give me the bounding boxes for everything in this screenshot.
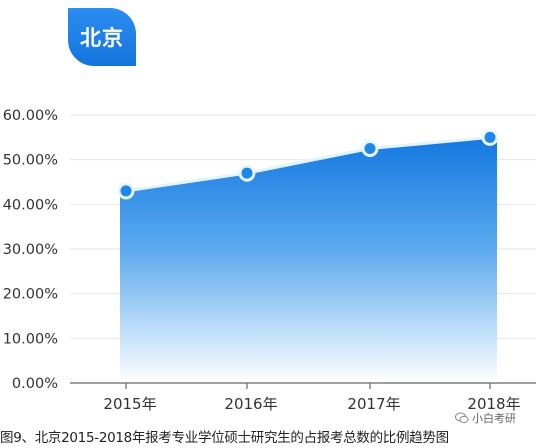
x-tick-label: 2017年 [347,395,400,413]
y-tick-label: 60.00% [3,108,58,124]
wechat-icon [455,412,469,424]
data-point [117,182,135,200]
y-tick-label: 0.00% [12,376,58,392]
area-fill [120,136,497,383]
figure-caption: 图9、北京2015-2018年报考专业学位硕士研究生的占报考总数的比例趋势图 [0,430,449,446]
y-tick-label: 40.00% [3,197,58,213]
y-tick-label: 50.00% [3,153,58,169]
watermark: 小白考研 [455,410,516,426]
region-badge: 北京 [68,8,136,66]
y-tick-label: 30.00% [3,242,58,258]
data-point [361,140,379,157]
region-label: 北京 [80,26,124,50]
watermark-text: 小白考研 [472,412,516,425]
x-tick-label: 2016年 [224,395,277,413]
data-point [238,164,256,182]
x-tick-label: 2015年 [103,395,156,413]
data-point [481,128,499,146]
y-tick-label: 10.00% [3,331,58,347]
y-tick-label: 20.00% [3,287,58,303]
x-tick-label: 2018年 [467,395,520,413]
